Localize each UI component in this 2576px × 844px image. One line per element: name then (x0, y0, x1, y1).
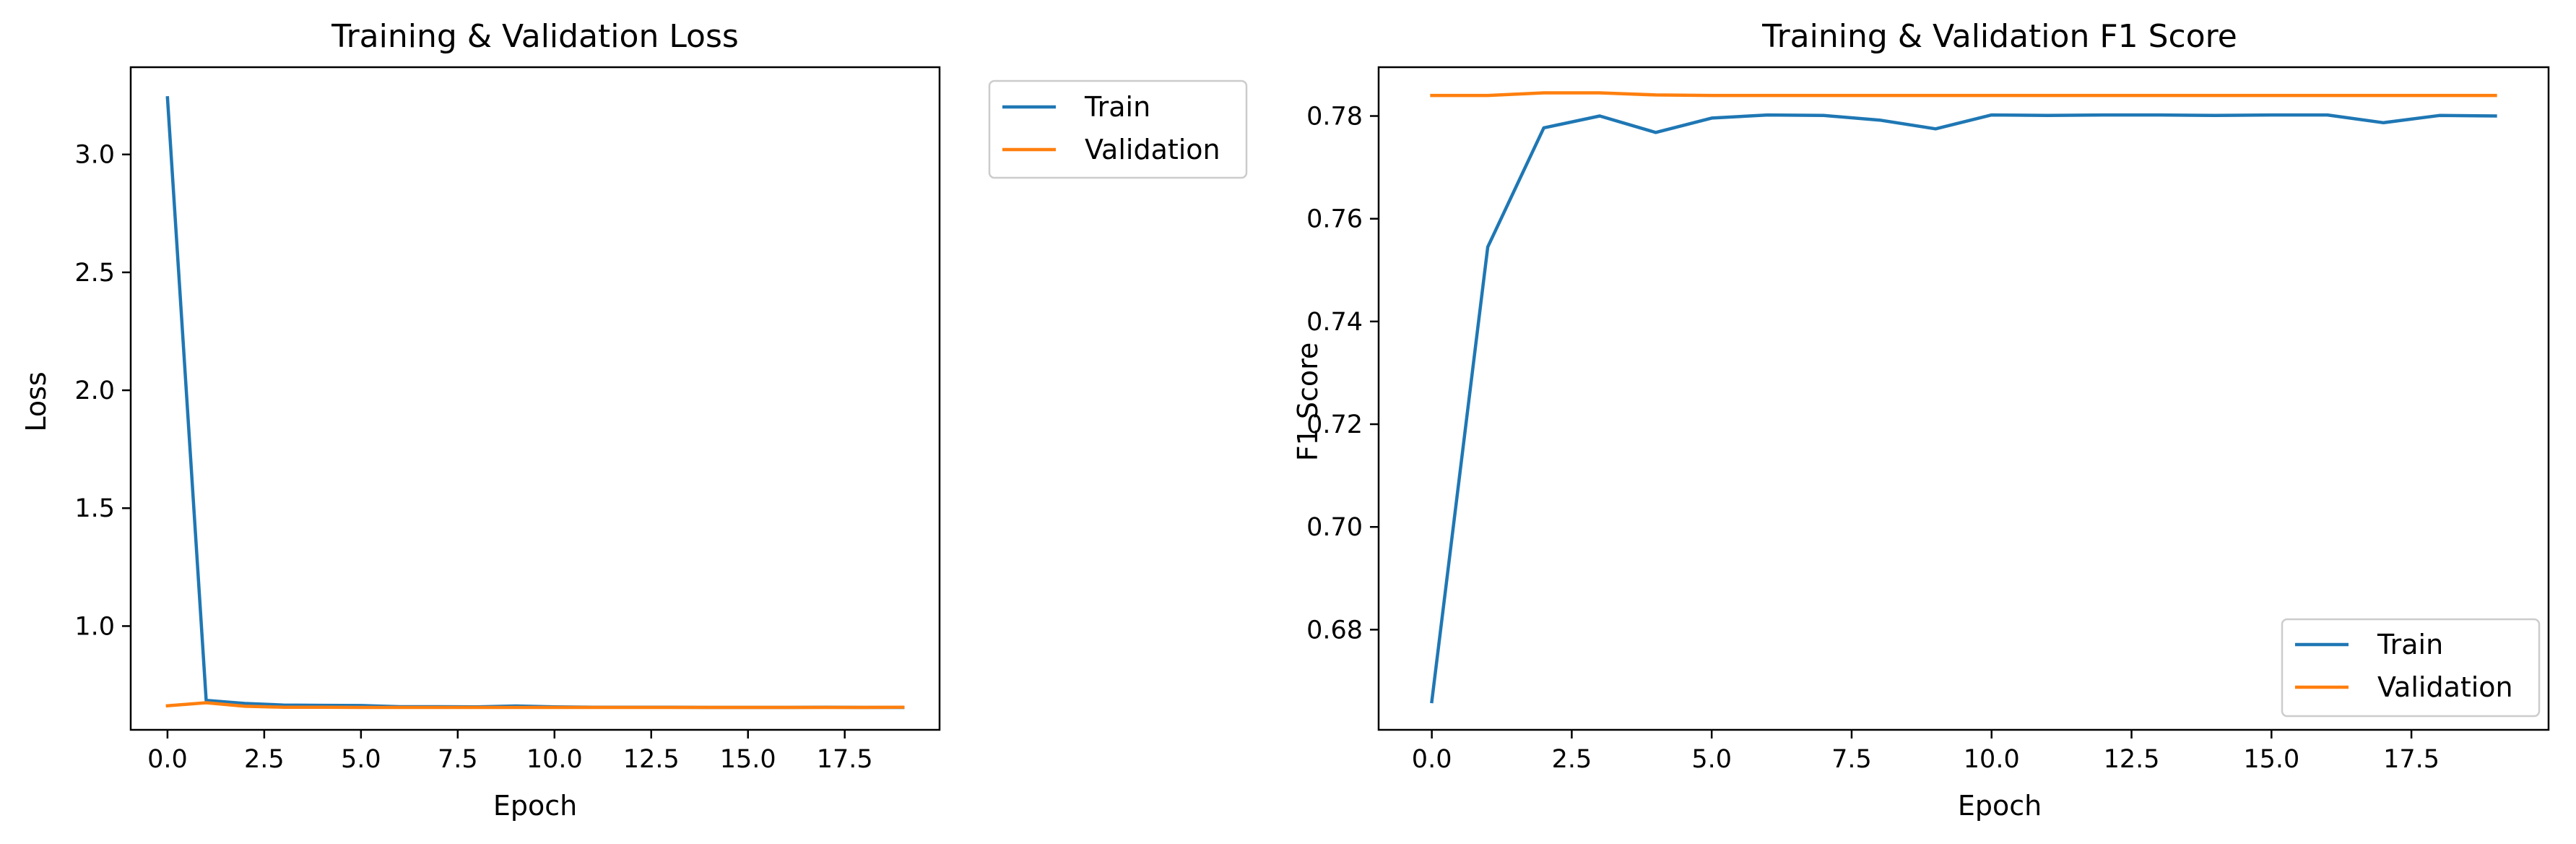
f1-y-tick-label: 0.68 (1306, 616, 1363, 645)
loss-series-layer (165, 96, 905, 710)
loss-x-tick-label: 12.5 (623, 745, 680, 774)
f1-plot-frame (1377, 66, 2550, 731)
loss-legend-label-train: Train (1084, 91, 1150, 123)
loss-chart-title: Training & Validation Loss (331, 18, 739, 55)
loss-plot-frame (129, 66, 941, 731)
loss-y-tick-label: 2.5 (74, 259, 115, 288)
f1-train-line (1430, 113, 2497, 704)
f1-x-tick-label: 5.0 (1691, 745, 1732, 774)
loss-y-tick-label: 2.0 (74, 376, 115, 405)
loss-x-tick-label: 15.0 (720, 745, 776, 774)
loss-y-tick-label: 3.0 (74, 141, 115, 170)
f1-x-axis-label: Epoch (1958, 790, 2042, 822)
f1-chart: Training & Validation F1 Score Epoch F1 … (1292, 18, 2550, 822)
loss-y-axis-label: Loss (20, 371, 52, 431)
f1-legend-label-validation: Validation (2377, 671, 2513, 703)
loss-tick-layer: 0.0 2.5 5.0 7.5 10.0 12.5 15.0 17.5 1.0 1.5 2.0 2.5… (74, 141, 872, 774)
f1-y-axis-label: F1 Score (1292, 343, 1324, 462)
loss-x-tick-label: 2.5 (244, 745, 285, 774)
loss-legend-box (988, 79, 1248, 179)
f1-x-tick-label: 10.0 (1964, 745, 2020, 774)
loss-validation-line (165, 701, 905, 710)
f1-y-tick-label: 0.76 (1306, 205, 1363, 234)
f1-y-tick-label: 0.70 (1306, 513, 1363, 542)
f1-x-tick-label: 0.0 (1412, 745, 1452, 774)
f1-chart-title: Training & Validation F1 Score (1761, 18, 2237, 55)
loss-x-tick-label: 7.5 (438, 745, 478, 774)
loss-y-tick-label: 1.0 (74, 612, 115, 641)
loss-x-tick-label: 0.0 (147, 745, 188, 774)
loss-chart: Training & Validation Loss Epoch Loss 0.… (20, 18, 1248, 822)
f1-x-tick-label: 2.5 (1552, 745, 1592, 774)
f1-legend: Train Validation (2281, 618, 2541, 718)
f1-y-tick-label: 0.78 (1306, 103, 1363, 132)
loss-x-tick-label: 5.0 (341, 745, 381, 774)
loss-legend-label-validation: Validation (1085, 134, 1220, 165)
f1-tick-layer: 0.0 2.5 5.0 7.5 10.0 12.5 15.0 17.5 0.68 0.70 0.72… (1306, 103, 2440, 774)
f1-y-tick-label: 0.74 (1306, 308, 1363, 337)
f1-x-tick-label: 15.0 (2243, 745, 2299, 774)
loss-y-tick-label: 1.5 (74, 494, 115, 523)
f1-x-tick-label: 7.5 (1831, 745, 1872, 774)
f1-legend-label-train: Train (2377, 629, 2443, 660)
loss-x-tick-label: 10.0 (526, 745, 583, 774)
loss-legend: Train Validation (988, 79, 1248, 179)
f1-series-layer (1430, 91, 2497, 704)
loss-x-tick-label: 17.5 (817, 745, 873, 774)
loss-x-axis-label: Epoch (493, 790, 577, 822)
f1-x-tick-label: 12.5 (2104, 745, 2160, 774)
f1-validation-line (1430, 91, 2497, 98)
f1-x-tick-label: 17.5 (2383, 745, 2440, 774)
f1-y-tick-label: 0.72 (1306, 410, 1363, 439)
